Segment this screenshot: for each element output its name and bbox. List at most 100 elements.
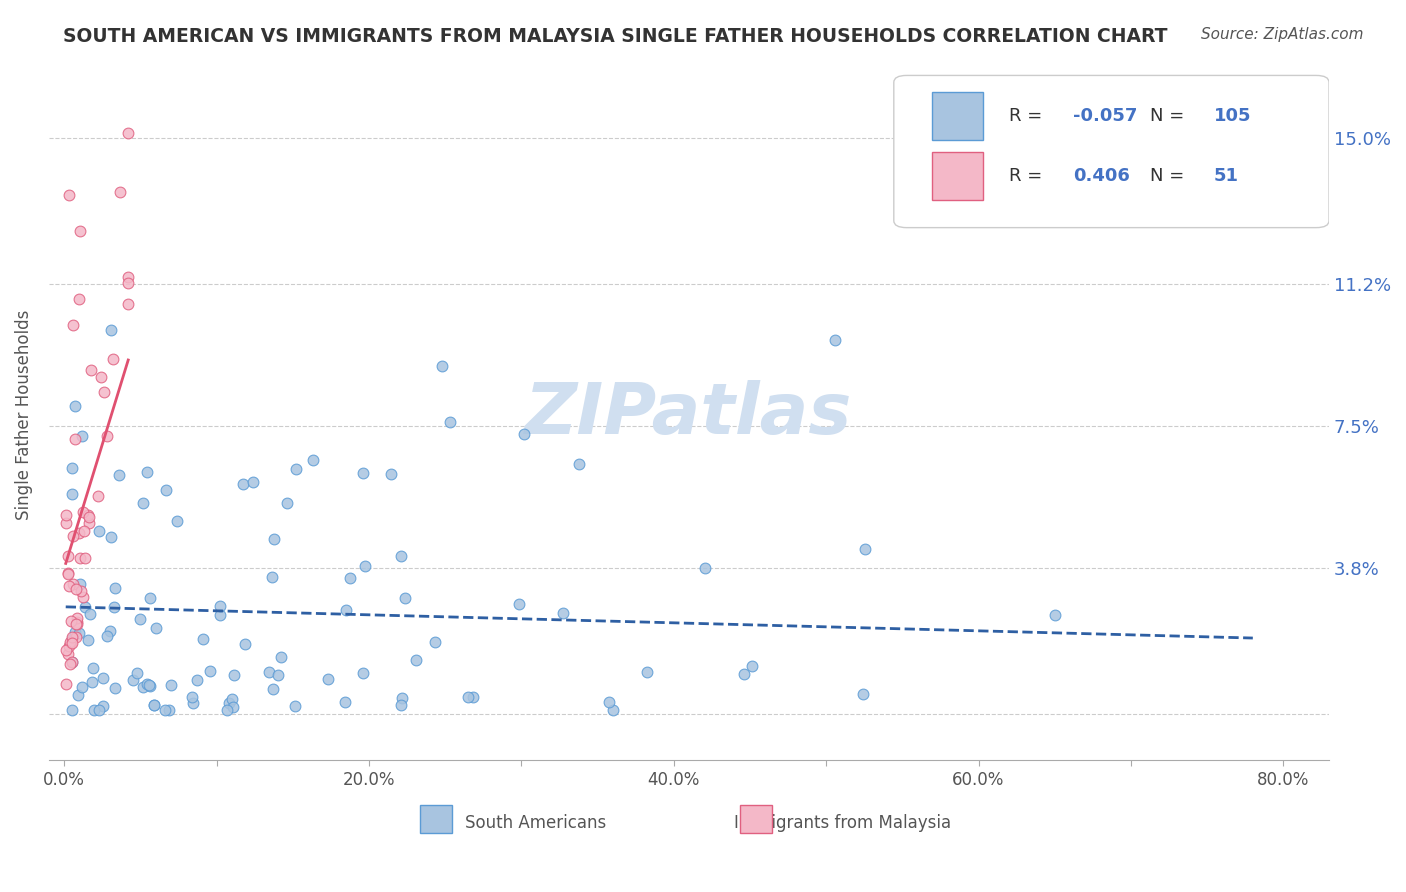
South Americans xyxy=(354,559,377,574)
South Americans xyxy=(153,703,176,717)
FancyBboxPatch shape xyxy=(932,152,983,200)
South Americans xyxy=(87,524,110,539)
South Americans xyxy=(262,569,284,583)
South Americans xyxy=(145,621,167,635)
Text: 51: 51 xyxy=(1213,167,1239,185)
South Americans xyxy=(107,467,129,482)
Immigrants from Malaysia xyxy=(67,526,90,541)
South Americans xyxy=(208,599,231,613)
Text: -0.057: -0.057 xyxy=(1073,107,1137,125)
Immigrants from Malaysia xyxy=(117,276,139,290)
Immigrants from Malaysia xyxy=(66,617,89,632)
Immigrants from Malaysia xyxy=(55,516,77,530)
South Americans xyxy=(79,607,101,622)
Immigrants from Malaysia xyxy=(62,318,84,332)
South Americans xyxy=(221,692,243,706)
South Americans xyxy=(91,671,114,685)
South Americans xyxy=(394,591,416,606)
Immigrants from Malaysia xyxy=(65,582,87,596)
South Americans xyxy=(267,668,290,682)
Immigrants from Malaysia xyxy=(79,510,101,524)
South Americans xyxy=(100,531,122,545)
Immigrants from Malaysia xyxy=(66,611,89,625)
Immigrants from Malaysia xyxy=(59,634,82,648)
Immigrants from Malaysia xyxy=(58,188,80,202)
Immigrants from Malaysia xyxy=(66,615,89,629)
FancyBboxPatch shape xyxy=(740,805,772,833)
Text: 0.406: 0.406 xyxy=(1073,167,1130,185)
South Americans xyxy=(132,681,155,695)
South Americans xyxy=(636,665,658,680)
Immigrants from Malaysia xyxy=(59,657,82,671)
South Americans xyxy=(67,626,90,640)
South Americans xyxy=(602,703,624,717)
South Americans xyxy=(259,665,281,680)
Immigrants from Malaysia xyxy=(58,639,80,653)
South Americans xyxy=(423,634,446,648)
Immigrants from Malaysia xyxy=(87,489,110,503)
Text: ZIPatlas: ZIPatlas xyxy=(526,380,852,449)
South Americans xyxy=(63,399,86,413)
Immigrants from Malaysia xyxy=(60,631,83,645)
Immigrants from Malaysia xyxy=(108,186,131,200)
South Americans xyxy=(128,612,150,626)
Immigrants from Malaysia xyxy=(58,579,80,593)
South Americans xyxy=(75,599,97,614)
Immigrants from Malaysia xyxy=(58,549,80,564)
South Americans xyxy=(339,572,361,586)
South Americans xyxy=(70,429,93,443)
Immigrants from Malaysia xyxy=(76,508,98,522)
South Americans xyxy=(82,661,104,675)
South Americans xyxy=(200,665,222,679)
South Americans xyxy=(598,695,620,709)
South Americans xyxy=(193,632,215,646)
South Americans xyxy=(232,476,254,491)
South Americans xyxy=(60,461,83,475)
South Americans xyxy=(66,689,89,703)
South Americans xyxy=(183,696,205,710)
South Americans xyxy=(76,633,98,648)
South Americans xyxy=(69,576,91,591)
South Americans xyxy=(391,698,413,713)
South Americans xyxy=(695,561,717,575)
Immigrants from Malaysia xyxy=(80,363,103,377)
South Americans xyxy=(166,515,188,529)
South Americans xyxy=(60,655,83,669)
Immigrants from Malaysia xyxy=(65,616,87,631)
South Americans xyxy=(138,679,160,693)
Immigrants from Malaysia xyxy=(72,590,94,604)
South Americans xyxy=(60,486,83,500)
Immigrants from Malaysia xyxy=(59,636,82,650)
South Americans xyxy=(104,681,127,695)
Text: N =: N = xyxy=(1150,107,1189,125)
South Americans xyxy=(352,466,374,480)
South Americans xyxy=(132,496,155,510)
South Americans xyxy=(160,678,183,692)
FancyBboxPatch shape xyxy=(932,92,983,140)
South Americans xyxy=(389,549,412,563)
Immigrants from Malaysia xyxy=(117,126,139,140)
Text: Source: ZipAtlas.com: Source: ZipAtlas.com xyxy=(1201,27,1364,42)
South Americans xyxy=(91,699,114,714)
South Americans xyxy=(125,666,148,681)
Immigrants from Malaysia xyxy=(96,429,118,443)
South Americans xyxy=(301,453,323,467)
South Americans xyxy=(215,703,238,717)
Text: N =: N = xyxy=(1150,167,1189,185)
South Americans xyxy=(513,427,536,442)
South Americans xyxy=(60,632,83,646)
South Americans xyxy=(352,666,374,681)
South Americans xyxy=(100,323,122,337)
Immigrants from Malaysia xyxy=(56,648,79,662)
Text: South Americans: South Americans xyxy=(465,814,606,831)
South Americans xyxy=(136,465,159,479)
Immigrants from Malaysia xyxy=(55,508,77,523)
Immigrants from Malaysia xyxy=(77,516,100,531)
South Americans xyxy=(270,649,292,664)
Y-axis label: Single Father Households: Single Father Households xyxy=(15,310,32,519)
Immigrants from Malaysia xyxy=(117,270,139,285)
Immigrants from Malaysia xyxy=(90,370,112,384)
Immigrants from Malaysia xyxy=(67,292,90,306)
Immigrants from Malaysia xyxy=(62,529,84,543)
Immigrants from Malaysia xyxy=(73,551,96,566)
